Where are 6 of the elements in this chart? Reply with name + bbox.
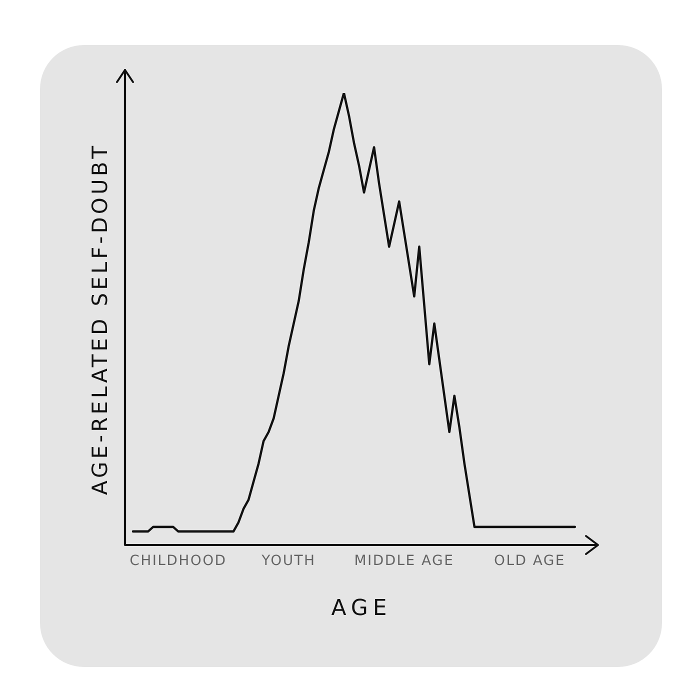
x-tick-label: CHILDHOOD <box>130 552 227 569</box>
x-tick-label: YOUTH <box>260 552 316 569</box>
y-axis-title: AGE-RELATED SELF-DOUBT <box>88 142 112 496</box>
x-tick-label: OLD AGE <box>494 552 566 569</box>
x-axis-title: AGE <box>331 596 392 621</box>
x-tick-label: MIDDLE AGE <box>354 552 454 569</box>
